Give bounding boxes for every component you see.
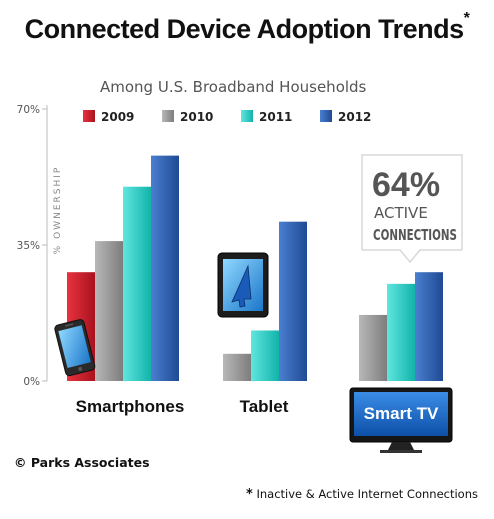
legend-swatch [241,110,253,122]
smart-tv-icon: Smart TV [349,387,453,453]
legend-item-2010: 2010 [162,110,213,124]
bar-tablet-2011 [251,330,279,381]
bar-smartphones-2010 [95,241,123,381]
y-tick-label: 70% [17,104,40,116]
chart-subtitle: Among U.S. Broadband Households [100,78,367,96]
category-label: Tablet [240,397,289,416]
footnote: * Inactive & Active Internet Connections [246,487,478,502]
footnote-text: Inactive & Active Internet Connections [256,487,478,501]
bar-smart-tv-2010 [359,314,387,381]
legend-label: 2010 [180,110,213,124]
y-tick-label: 0% [23,376,40,388]
legend-label: 2009 [101,110,134,124]
smartphone-icon [54,319,96,377]
title-asterisk: * [463,10,470,27]
chart-title: Connected Device Adoption Trends* [24,10,470,44]
legend-swatch [83,110,95,122]
legend-label: 2011 [259,110,292,124]
bar-smartphones-2011 [123,186,151,381]
legend-item-2009: 2009 [83,110,134,124]
y-axis-label: % OWNERSHIP [53,166,63,255]
legend-swatch [320,110,332,122]
bar-smart-tv-2011 [387,283,415,381]
y-tick-label: 35% [17,240,40,252]
legend-item-2012: 2012 [320,110,371,124]
bar-tablet-2012 [279,221,307,381]
callout-value: 64% [372,166,440,204]
category-label: Smartphones [76,397,185,416]
callout-line-1: ACTIVE [374,204,428,222]
callout-bubble: 64% ACTIVE CONNECTIONS [361,154,463,264]
copyright-text: © Parks Associates [14,455,150,470]
legend-swatch [162,110,174,122]
bar-smartphones-2012 [151,155,179,381]
bar-smart-tv-2012 [415,272,443,381]
legend-label: 2012 [338,110,371,124]
footnote-asterisk: * [246,487,253,502]
smart-tv-label: Smart TV [364,404,439,423]
tablet-icon [217,252,269,318]
legend-item-2011: 2011 [241,110,292,124]
bar-tablet-2010 [223,353,251,381]
callout-line-2: CONNECTIONS [373,226,457,244]
